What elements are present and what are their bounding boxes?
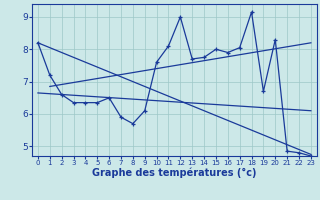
X-axis label: Graphe des températures (°c): Graphe des températures (°c)	[92, 168, 257, 178]
